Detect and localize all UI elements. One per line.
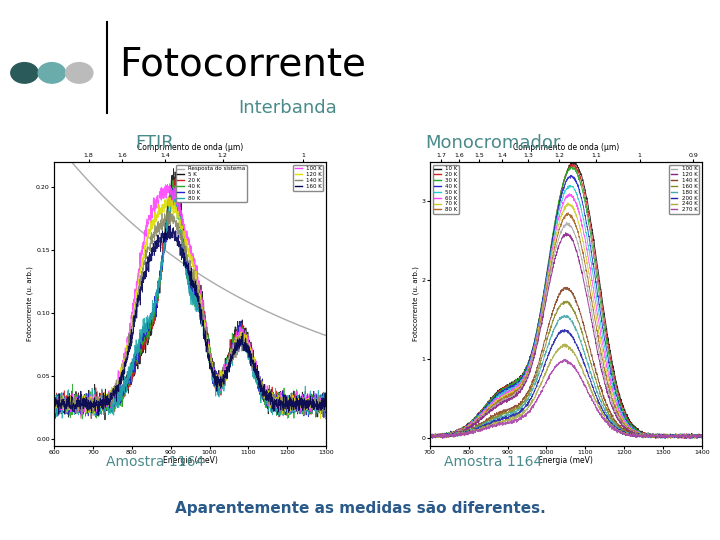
X-axis label: Comprimento de onda (μm): Comprimento de onda (μm)	[137, 143, 243, 152]
Text: FTIR: FTIR	[135, 134, 174, 152]
Legend: 100 K, 120 K, 140 K, 160 K: 100 K, 120 K, 140 K, 160 K	[293, 165, 323, 191]
Y-axis label: Fotocorrente (u. arb.): Fotocorrente (u. arb.)	[413, 266, 419, 341]
Text: Aparentemente as medidas são diferentes.: Aparentemente as medidas são diferentes.	[175, 501, 545, 516]
Legend: 100 K, 120 K, 140 K, 160 K, 180 K, 200 K, 240 K, 270 K: 100 K, 120 K, 140 K, 160 K, 180 K, 200 K…	[669, 165, 699, 214]
Text: Monocromador: Monocromador	[426, 134, 561, 152]
Text: Amostra 1164: Amostra 1164	[444, 455, 542, 469]
X-axis label: Comprimento de onda (μm): Comprimento de onda (μm)	[513, 143, 619, 152]
X-axis label: Energia (meV): Energia (meV)	[539, 456, 593, 465]
Text: Amostra 1164: Amostra 1164	[106, 455, 204, 469]
Y-axis label: Fotocorrente (u. arb.): Fotocorrente (u. arb.)	[27, 266, 33, 341]
Text: Fotocorrente: Fotocorrente	[119, 46, 366, 84]
X-axis label: Energia (meV): Energia (meV)	[163, 456, 217, 465]
Text: Interbanda: Interbanda	[238, 99, 338, 117]
